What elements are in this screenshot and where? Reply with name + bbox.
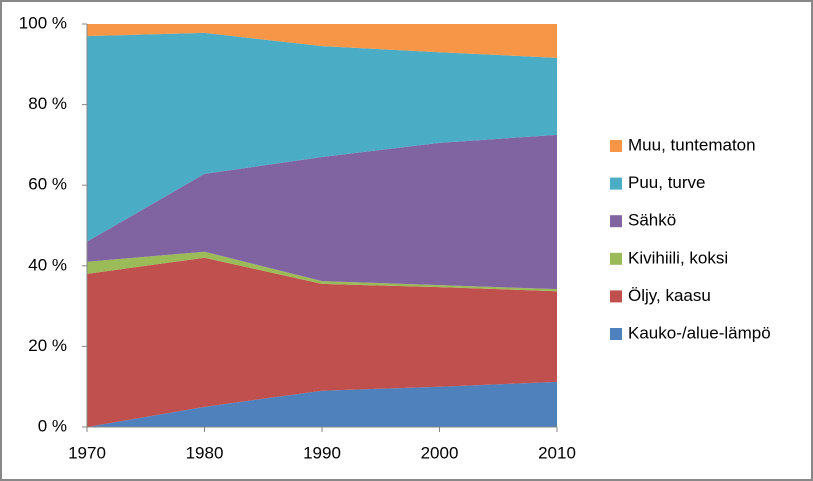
area [87, 381, 557, 427]
area [87, 134, 557, 290]
legend-swatch [610, 215, 622, 228]
legend-swatch [610, 177, 622, 190]
legend-swatch [610, 140, 622, 152]
legend-swatch [610, 252, 622, 265]
x-tick-label: 1970 [68, 443, 106, 462]
y-tick-label: 0 % [38, 416, 67, 435]
y-tick-label: 40 % [28, 255, 67, 274]
x-tick-label: 2010 [538, 443, 576, 462]
y-tick-label: 60 % [28, 175, 67, 194]
x-tick-label: 1990 [303, 443, 341, 462]
legend-label: Kivihiili, koksi [628, 248, 728, 267]
legend-swatch [610, 328, 622, 340]
legend-label: Puu, turve [628, 173, 706, 192]
x-tick-label: 2000 [421, 443, 459, 462]
area [87, 257, 557, 427]
legend-label: Öljy, kaasu [628, 286, 711, 305]
legend-swatch [610, 290, 622, 303]
area [87, 251, 557, 292]
legend-label: Sähkö [628, 211, 676, 230]
area [87, 32, 557, 242]
legend-label: Kauko-/alue-lämpö [628, 323, 771, 342]
y-tick-label: 80 % [28, 94, 67, 113]
area [87, 24, 557, 58]
x-tick-label: 1980 [186, 443, 224, 462]
y-tick-label: 20 % [28, 336, 67, 355]
y-tick-label: 100 % [19, 13, 67, 32]
legend-label: Muu, tuntematon [628, 135, 756, 154]
